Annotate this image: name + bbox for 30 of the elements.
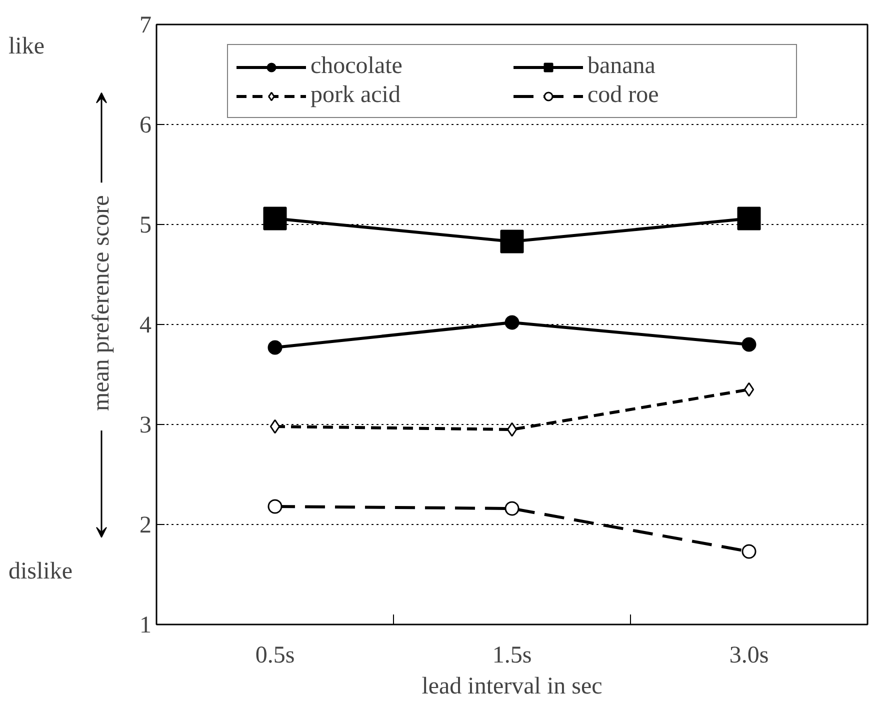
legend-label: chocolate [310, 53, 404, 80]
y-tick-label: 6 [140, 112, 152, 138]
y-tick-label: 3 [140, 412, 152, 438]
x-tick-label: 1.5s [492, 642, 532, 668]
legend-label: cod roe [588, 82, 660, 109]
text: like [8, 34, 44, 60]
x-tick-label: 3.0s [729, 642, 769, 668]
point [742, 544, 756, 559]
y-tick-label: 4 [140, 312, 152, 338]
legend-label: banana [588, 53, 656, 80]
point [263, 206, 287, 230]
y-tick-label: 7 [140, 12, 152, 38]
legend-label: pork acid [310, 82, 402, 109]
y-axis-title: mean preference score [88, 195, 114, 412]
point [500, 230, 524, 254]
point [270, 419, 280, 434]
point [506, 422, 518, 437]
x-axis-title: lead interval in sec [422, 674, 602, 700]
point [742, 337, 756, 352]
y-tick-label: 1 [140, 612, 152, 638]
y-tick-label: 2 [140, 512, 152, 538]
x-tick-label: 0.5s [255, 642, 295, 668]
point [268, 340, 282, 355]
point [504, 315, 520, 330]
point [737, 206, 761, 230]
y-tick-label: 5 [140, 212, 152, 238]
point [744, 382, 754, 397]
text: dislike [8, 558, 72, 585]
point [504, 501, 520, 516]
point [268, 499, 282, 514]
